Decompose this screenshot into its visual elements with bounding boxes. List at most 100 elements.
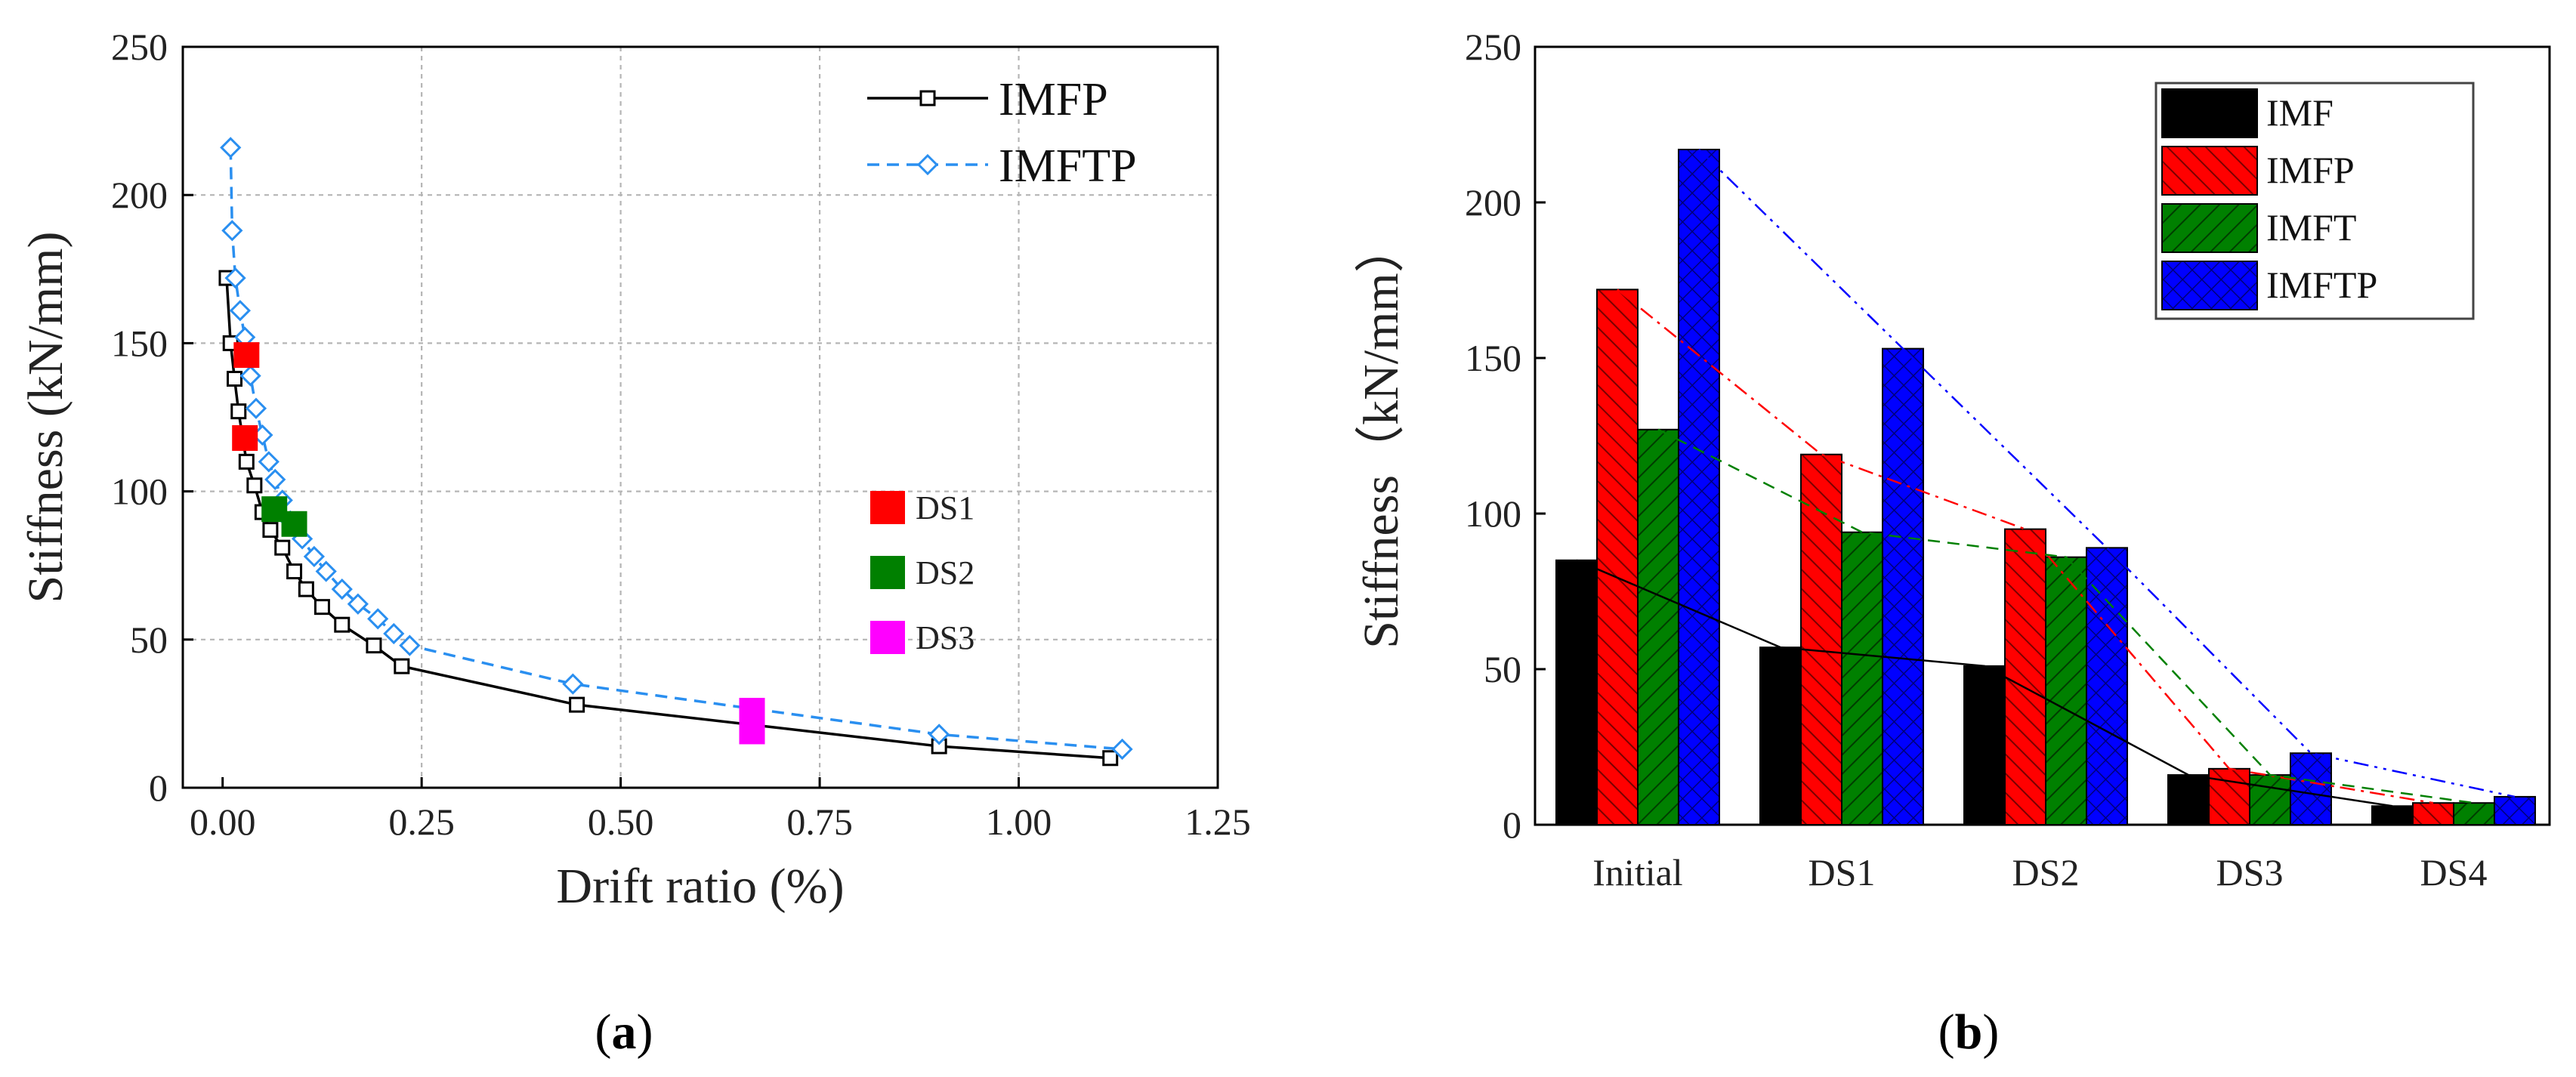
data-point <box>274 539 291 556</box>
legend-swatch <box>2161 146 2258 196</box>
y-tick-label: 100 <box>111 471 168 513</box>
legend-label: IMFP <box>999 74 1108 125</box>
ds-legend-swatch <box>870 621 905 654</box>
panel-label-letter: b <box>1955 1004 1983 1060</box>
bar-imfp <box>1596 289 1639 825</box>
series-line <box>229 147 1123 751</box>
legend-label: IMFTP <box>2266 264 2377 306</box>
x-axis: Initial DS1 DS2 DS3 DS4 <box>1592 851 2487 893</box>
bar-group-ds3 <box>2167 752 2332 826</box>
y-tick-label: 50 <box>130 619 168 661</box>
bar-imf <box>2371 805 2414 826</box>
panel-label-open-paren: ( <box>595 1004 612 1060</box>
y-axis: 0 50 100 150 200 250 <box>1465 26 1546 846</box>
bar-imf <box>2167 774 2210 825</box>
bar-group-ds2 <box>1963 528 2128 825</box>
bar-imft <box>2453 802 2495 826</box>
legend-swatch <box>2161 203 2258 253</box>
legend-item-imftp: IMFTP <box>2161 261 2377 310</box>
trend-line-imft <box>1657 428 2475 804</box>
legend-item-imf: IMF <box>2161 88 2334 138</box>
data-point <box>315 560 337 582</box>
bar-imf <box>1963 665 2006 825</box>
grid-lines <box>183 47 1218 788</box>
data-point <box>264 468 286 491</box>
data-point <box>245 397 267 419</box>
bar-imftp <box>1882 347 1924 825</box>
legend-swatch <box>2161 261 2258 310</box>
x-tick-label: 0.50 <box>588 801 654 843</box>
panel-label-a: (a) <box>595 1004 653 1060</box>
legend: IMFP IMFTP <box>867 74 1137 192</box>
bar-chart-panel: 0 50 100 150 200 250 Initial DS1 DS2 DS3 DS4 Stif… <box>1354 26 2551 1060</box>
data-point <box>928 724 950 745</box>
data-point <box>229 300 251 322</box>
data-point <box>394 658 410 674</box>
legend-label: IMFTP <box>999 140 1137 192</box>
bar-imftp <box>2086 547 2128 825</box>
x-tick-label: DS2 <box>2012 851 2080 893</box>
data-point <box>383 622 405 645</box>
panel-label-b: (b) <box>1938 1004 2000 1060</box>
x-tick-label: DS1 <box>1808 851 1876 893</box>
data-point <box>303 545 326 568</box>
bar-imfp <box>1800 453 1842 825</box>
y-tick-label: 150 <box>1465 337 1521 379</box>
x-tick-label: 0.25 <box>388 801 455 843</box>
legend-swatch-marker <box>916 153 939 176</box>
panel-label-letter: a <box>612 1004 637 1060</box>
data-point <box>298 581 314 597</box>
ds-legend-label: DS2 <box>916 554 974 591</box>
legend: IMF IMFP IMFT IMFTP <box>2154 82 2475 320</box>
legend-label: IMFP <box>2266 149 2355 191</box>
ds-legend-item-ds1: DS1 <box>870 489 974 526</box>
legend-swatch-marker <box>919 90 936 106</box>
bar-imf <box>1555 559 1598 825</box>
ds-legend-label: DS1 <box>916 489 974 526</box>
ds-legend-item-ds2: DS2 <box>870 554 974 591</box>
y-tick-label: 50 <box>1484 648 1521 690</box>
bar-imfp <box>2208 767 2250 826</box>
damage-marker-ds1 <box>233 342 260 369</box>
legend-item-imftp: IMFTP <box>867 140 1137 192</box>
data-point <box>230 403 247 420</box>
trend-lines <box>1576 149 2516 807</box>
series-imfp <box>218 270 1119 767</box>
panel-label-open-paren: ( <box>1938 1004 1955 1060</box>
panel-label-close-paren: ) <box>1982 1004 1999 1060</box>
legend-item-imfp: IMFP <box>867 74 1108 125</box>
x-tick-label: DS4 <box>2420 851 2488 893</box>
panel-label-close-paren: ) <box>637 1004 653 1060</box>
bar-imft <box>2045 556 2087 825</box>
ds-legend-label: DS3 <box>916 619 974 656</box>
data-point <box>334 616 351 633</box>
trend-line-imf <box>1576 559 2393 807</box>
bar-imfp <box>2004 528 2046 825</box>
bar-imft <box>1637 428 1679 825</box>
y-tick-label: 100 <box>1465 492 1521 535</box>
data-point <box>262 522 279 538</box>
damage-state-legend: DS1 DS2 DS3 <box>870 489 974 656</box>
y-tick-label: 0 <box>1503 804 1521 846</box>
y-tick-label: 200 <box>1465 181 1521 224</box>
series-line <box>225 277 1110 760</box>
y-tick-label: 0 <box>149 767 168 809</box>
damage-state-markers <box>232 342 765 745</box>
data-point <box>224 267 246 289</box>
damage-marker-ds1 <box>232 424 258 451</box>
data-point <box>562 673 584 695</box>
ds-legend-item-ds3: DS3 <box>870 619 974 656</box>
data-point <box>258 451 280 473</box>
x-axis-title: Drift ratio (%) <box>556 859 844 914</box>
ds-legend-swatch <box>870 556 905 589</box>
bar-group-ds4 <box>2371 795 2536 826</box>
legend-label: IMF <box>2266 91 2334 134</box>
x-tick-label: 1.00 <box>986 801 1052 843</box>
y-axis-title: Stiffness (kN/mm) <box>18 232 73 603</box>
trend-line-imfp <box>1617 289 2434 804</box>
data-point <box>221 220 243 242</box>
x-tick-label: 0.00 <box>190 801 256 843</box>
y-tick-label: 250 <box>1465 26 1521 68</box>
bar-group-initial <box>1555 148 1720 825</box>
